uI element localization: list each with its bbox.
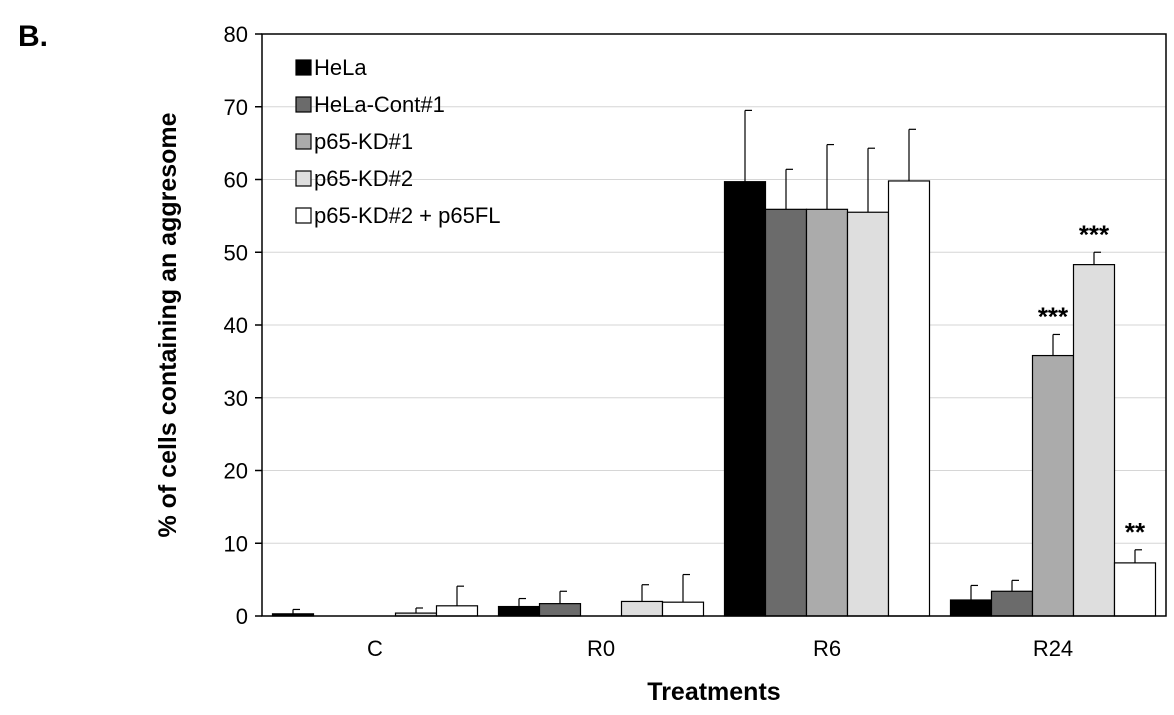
y-tick-label: 10 [224,531,248,556]
y-tick-label: 80 [224,22,248,47]
bar-r6-series-1 [723,181,767,617]
x-category-labels: C R0 R6 R24 [367,636,1073,661]
bar-r24-series-1 [949,599,993,617]
bar-r24-series-5 [1113,562,1157,617]
y-tick-label: 40 [224,313,248,338]
y-tick-label: 50 [224,240,248,265]
legend-swatch [295,170,312,187]
bar-r24-series-4 [1072,264,1116,617]
significance-label: ** [1125,517,1146,547]
y-tick-label: 20 [224,459,248,484]
bar-r0-series-2 [538,603,582,617]
legend-label: HeLa [314,55,367,80]
bars: ******** [271,109,1157,617]
x-category-label: R24 [1033,636,1073,661]
bar-r24-series-2 [990,590,1034,617]
bar-r0-series-1 [497,605,541,617]
bar-r24-series-3 [1031,354,1075,617]
panel-label: B. [18,20,48,53]
legend-swatch [295,207,312,224]
axes [255,33,1167,617]
bar-r6-series-3 [805,208,849,617]
y-axis-title: % of cells containing an aggresome [154,112,182,537]
significance-label: *** [1038,301,1069,331]
x-category-label: C [367,636,383,661]
gridlines [262,106,1166,544]
y-tick-labels: 0 10 20 30 40 50 60 70 80 [224,22,248,629]
legend-label: p65-KD#2 [314,166,413,191]
y-tick-label: 30 [224,386,248,411]
bar-r6-series-5 [887,180,931,617]
bar-c-series-5 [435,605,479,617]
x-category-label: R6 [813,636,841,661]
legend-label: p65-KD#2 + p65FL [314,203,501,228]
legend: HeLa HeLa-Cont#1 p65-KD#1 p65-KD#2 p65-KD#2 … [295,55,501,228]
x-category-label: R0 [587,636,615,661]
bar-r0-series-4 [620,600,664,617]
y-tick-label: 70 [224,95,248,120]
plot-frame [261,33,1167,617]
bar-r6-series-2 [764,208,808,617]
y-tick-label: 0 [236,604,248,629]
x-axis-title: Treatments [647,678,780,706]
legend-label: p65-KD#1 [314,129,413,154]
y-tick-label: 60 [224,168,248,193]
legend-label: HeLa-Cont#1 [314,92,445,117]
bar-r6-series-4 [846,211,890,617]
legend-swatch [295,96,312,113]
significance-label: *** [1079,219,1110,249]
legend-swatch [295,133,312,150]
bar-r0-series-5 [661,601,705,617]
legend-swatch [295,59,312,76]
